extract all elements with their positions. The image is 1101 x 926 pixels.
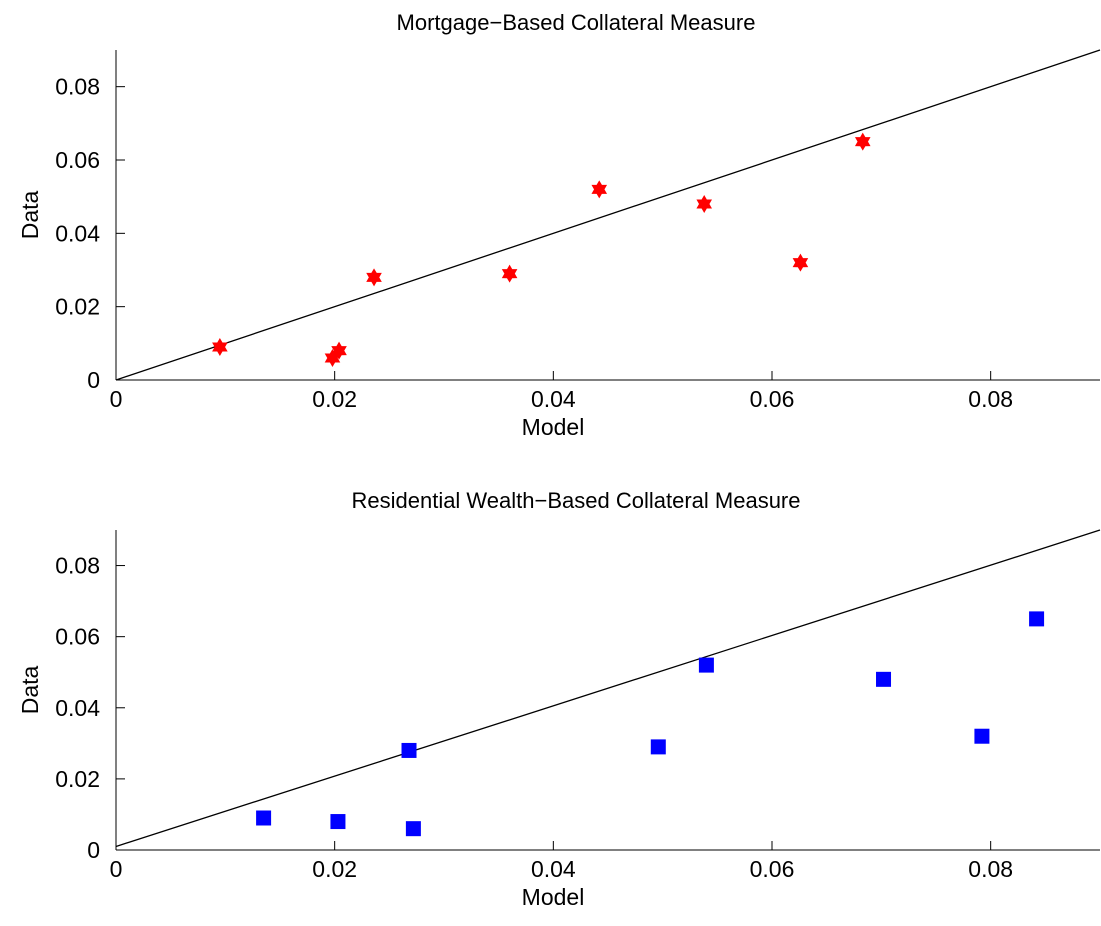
y-tick-label: 0 bbox=[87, 367, 100, 393]
x-tick-label: 0 bbox=[110, 856, 123, 882]
reference-line bbox=[115, 529, 1101, 848]
y-tick-label: 0 bbox=[87, 837, 100, 863]
x-tick-label: 0.04 bbox=[531, 856, 576, 882]
x-tick-label: 0 bbox=[110, 386, 123, 412]
x-axis-label: Model bbox=[522, 414, 585, 440]
y-tick-label: 0.08 bbox=[55, 74, 100, 100]
reference-line bbox=[115, 49, 1101, 381]
data-point bbox=[650, 739, 666, 755]
y-axis-label: Data bbox=[17, 666, 43, 715]
y-tick-label: 0.06 bbox=[55, 624, 100, 650]
y-tick-label: 0.04 bbox=[55, 220, 100, 246]
y-tick-label: 0.06 bbox=[55, 147, 100, 173]
data-point bbox=[876, 671, 892, 687]
data-point bbox=[501, 264, 518, 283]
x-tick-label: 0.02 bbox=[312, 856, 357, 882]
x-tick-label: 0.08 bbox=[968, 386, 1013, 412]
data-point bbox=[591, 180, 608, 199]
data-point bbox=[331, 341, 347, 360]
x-tick-label: 0.06 bbox=[750, 856, 795, 882]
x-tick-label: 0.04 bbox=[531, 386, 576, 412]
chart-mortgage-panel: Mortgage−Based Collateral Measure 0 0.02 0.… bbox=[17, 10, 1101, 440]
data-point bbox=[974, 728, 990, 744]
data-point bbox=[330, 814, 346, 830]
data-point bbox=[1029, 611, 1045, 627]
x-tick-label: 0.08 bbox=[968, 856, 1013, 882]
data-point bbox=[212, 338, 228, 356]
x-tick-label: 0.02 bbox=[312, 386, 357, 412]
chart-residential-panel: Residential Wealth−Based Collateral Meas… bbox=[17, 488, 1101, 910]
x-tick-label: 0.06 bbox=[750, 386, 795, 412]
data-point bbox=[854, 132, 871, 151]
y-axis-label: Data bbox=[17, 191, 43, 240]
x-axis-label: Model bbox=[522, 884, 585, 910]
data-point bbox=[792, 253, 809, 272]
y-tick-label: 0.04 bbox=[55, 695, 100, 721]
y-tick-label: 0.02 bbox=[55, 294, 100, 320]
data-point bbox=[401, 742, 417, 758]
data-point bbox=[698, 657, 714, 673]
data-point bbox=[366, 268, 382, 287]
data-point bbox=[405, 821, 421, 837]
chart-title: Mortgage−Based Collateral Measure bbox=[397, 10, 756, 35]
y-tick-label: 0.08 bbox=[55, 553, 100, 579]
data-point bbox=[696, 195, 713, 213]
data-point bbox=[256, 810, 272, 826]
y-tick-label: 0.02 bbox=[55, 766, 100, 792]
chart-title: Residential Wealth−Based Collateral Meas… bbox=[351, 488, 800, 513]
